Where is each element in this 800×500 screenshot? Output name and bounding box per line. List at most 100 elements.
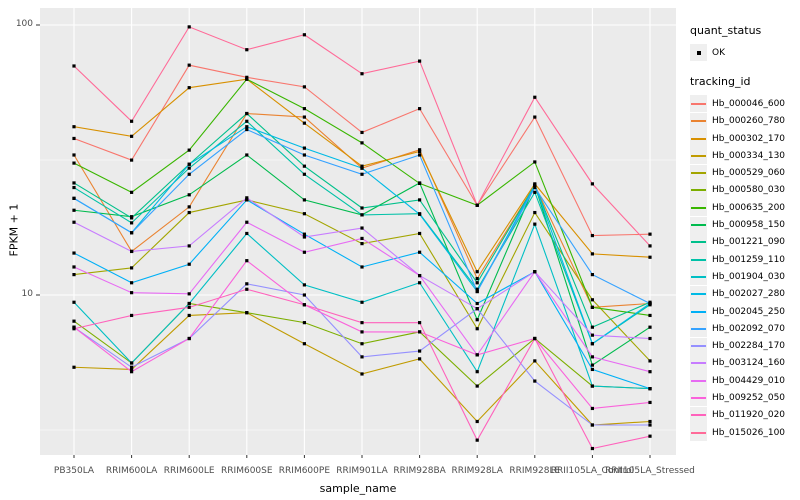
legend-key-box — [690, 199, 707, 217]
data-point — [302, 250, 306, 254]
data-point — [130, 158, 134, 162]
data-point — [648, 370, 652, 374]
data-point — [360, 72, 364, 76]
data-point — [418, 212, 422, 216]
legend-key-box — [690, 406, 707, 424]
data-point — [648, 255, 652, 259]
data-point — [360, 141, 364, 145]
data-point — [360, 321, 364, 325]
legend-line-swatch — [691, 241, 706, 244]
data-point — [360, 206, 364, 210]
legend-line-swatch — [691, 396, 706, 399]
data-point — [187, 193, 191, 197]
data-point — [72, 300, 76, 304]
data-point — [130, 266, 134, 270]
data-point — [245, 311, 249, 315]
x-tick-label-RRIM928BA: RRIM928BA — [393, 466, 446, 476]
legend-line-swatch — [691, 431, 706, 434]
legend-line-swatch — [691, 224, 706, 227]
data-point — [130, 365, 134, 369]
data-point — [418, 153, 422, 157]
y-tick-label-100: 100 — [15, 19, 33, 29]
data-point — [590, 182, 594, 186]
legend-line-swatch — [691, 414, 706, 417]
legend-key-box — [690, 354, 707, 372]
x-tick-label-RRIM928LE: RRIM928LE — [509, 466, 561, 476]
data-point — [72, 153, 76, 157]
x-tick-label-RRIM600PE: RRIM600PE — [278, 466, 330, 476]
data-point — [187, 313, 191, 318]
data-point — [130, 119, 134, 123]
data-point — [533, 359, 537, 363]
legend-item-Hb_000260_780: Hb_000260_780 — [690, 112, 800, 130]
data-point — [130, 313, 134, 318]
legend-item-label: Hb_000635_200 — [712, 202, 786, 213]
legend-line-swatch — [691, 275, 706, 278]
data-point — [245, 127, 249, 132]
data-point — [72, 208, 76, 212]
legend-item-Hb_009252_050: Hb_009252_050 — [690, 389, 800, 407]
data-point — [130, 281, 134, 285]
data-point — [475, 419, 479, 424]
data-point — [533, 160, 537, 164]
legend-item-label: Hb_001221_090 — [712, 237, 786, 248]
data-point — [245, 287, 249, 291]
data-point — [360, 166, 364, 170]
x-tick-label-RRII105LA_Control: RRII105LA_Control — [550, 466, 635, 476]
x-tick-label-PB350LA: PB350LA — [53, 466, 95, 476]
data-point — [418, 349, 422, 353]
data-point — [187, 63, 191, 67]
data-point — [590, 298, 594, 302]
legend-key-box — [690, 164, 707, 182]
legend-item-label: Hb_002045_250 — [712, 306, 786, 317]
legend-item-label: Hb_002092_070 — [712, 323, 786, 334]
legend-item-label: Hb_009252_050 — [712, 392, 786, 403]
data-point — [187, 172, 191, 176]
legend-item-Hb_000046_600: Hb_000046_600 — [690, 95, 800, 113]
data-point — [302, 212, 306, 216]
data-point — [72, 365, 76, 369]
legend-item-Hb_001221_090: Hb_001221_090 — [690, 233, 800, 251]
point-marker-icon — [696, 50, 701, 55]
data-point — [72, 220, 76, 224]
data-point — [245, 75, 249, 79]
data-point — [590, 342, 594, 346]
x-tick-label-RRIM928LA: RRIM928LA — [451, 466, 503, 476]
data-point — [130, 216, 134, 220]
legend-item-Hb_011920_020: Hb_011920_020 — [690, 406, 800, 424]
legend-line-swatch — [691, 293, 706, 296]
data-point — [533, 185, 537, 190]
x-axis-title: sample_name — [319, 482, 397, 495]
data-point — [245, 220, 249, 224]
data-point — [360, 172, 364, 176]
data-point — [648, 400, 652, 405]
legend-key-box — [690, 112, 707, 130]
data-point — [187, 205, 191, 209]
data-point — [72, 319, 76, 323]
data-point — [475, 289, 479, 294]
legend-item-Hb_000529_060: Hb_000529_060 — [690, 164, 800, 182]
data-point — [533, 222, 537, 226]
data-point — [533, 115, 537, 119]
data-point — [590, 273, 594, 277]
y-tick-label-10: 10 — [21, 289, 33, 299]
data-point — [418, 198, 422, 202]
data-point — [72, 327, 76, 331]
legend-item-Hb_001904_030: Hb_001904_030 — [690, 268, 800, 286]
data-point — [648, 232, 652, 236]
data-point — [475, 270, 479, 274]
data-point — [418, 321, 422, 325]
legend-item-Hb_015026_100: Hb_015026_100 — [690, 424, 800, 442]
legend-line-swatch — [691, 327, 706, 330]
data-point — [533, 183, 537, 187]
legend-item-label: Hb_000529_060 — [712, 168, 786, 179]
data-point — [418, 149, 422, 154]
data-point — [475, 281, 479, 285]
legend-line-swatch — [691, 362, 706, 365]
data-point — [648, 387, 652, 391]
data-point — [130, 249, 134, 254]
data-point — [130, 367, 134, 372]
data-point — [418, 250, 422, 254]
data-point — [187, 262, 191, 266]
